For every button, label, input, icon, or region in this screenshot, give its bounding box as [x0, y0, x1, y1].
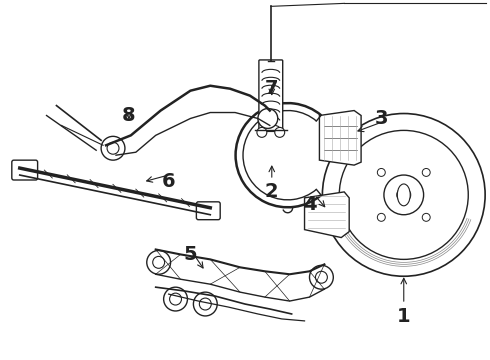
Text: 6: 6 [162, 172, 175, 192]
Text: 3: 3 [374, 109, 388, 128]
Circle shape [194, 292, 217, 316]
PathPatch shape [305, 192, 349, 238]
Text: 7: 7 [265, 79, 278, 98]
Circle shape [275, 127, 285, 137]
FancyBboxPatch shape [259, 60, 283, 131]
FancyBboxPatch shape [196, 202, 220, 220]
Ellipse shape [397, 184, 410, 206]
Circle shape [316, 271, 327, 283]
Circle shape [310, 265, 333, 289]
Circle shape [258, 109, 278, 129]
Text: 2: 2 [265, 183, 279, 201]
Circle shape [397, 188, 411, 202]
Circle shape [101, 136, 125, 160]
Text: 5: 5 [184, 245, 197, 264]
Circle shape [164, 287, 188, 311]
Circle shape [170, 293, 181, 305]
Circle shape [107, 142, 119, 154]
Text: 4: 4 [303, 195, 317, 214]
Circle shape [153, 256, 165, 268]
Circle shape [147, 251, 171, 274]
Circle shape [257, 127, 267, 137]
FancyBboxPatch shape [12, 160, 38, 180]
Text: 1: 1 [397, 307, 411, 327]
PathPatch shape [319, 111, 361, 165]
Text: 8: 8 [122, 106, 136, 125]
Circle shape [199, 298, 211, 310]
